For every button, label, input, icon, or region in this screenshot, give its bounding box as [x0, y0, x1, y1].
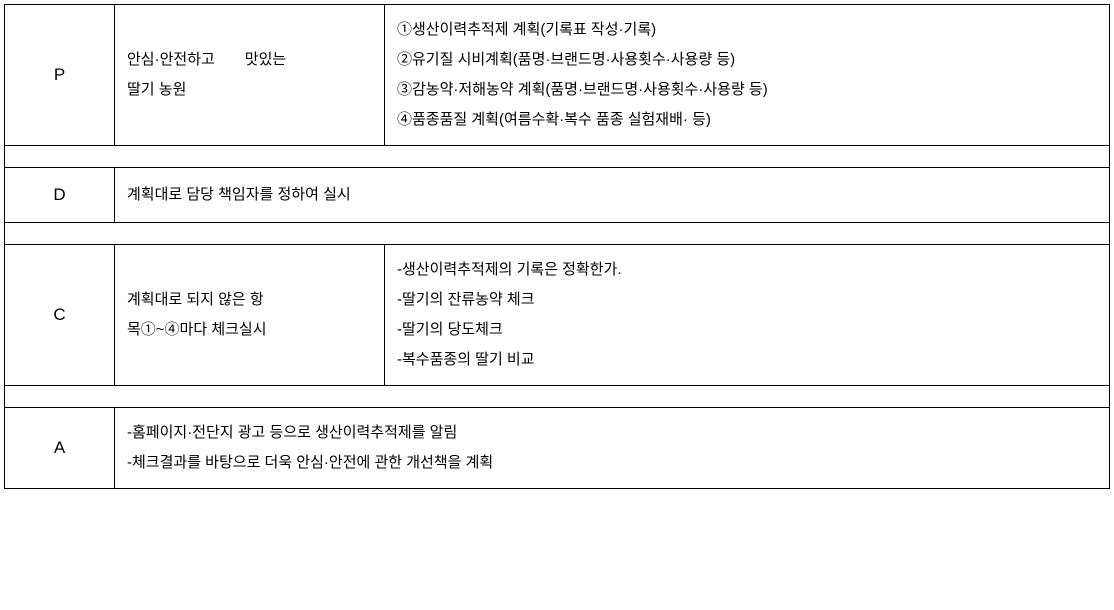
- c-right-line-2: -딸기의 당도체크: [397, 315, 1097, 345]
- cell-a-letter: A: [5, 408, 115, 489]
- p-right-line-2: ③감농약·저해농약 계획(품명·브랜드명·사용횟수·사용량 등): [397, 75, 1097, 105]
- cell-p-right: ①생산이력추적제 계획(기록표 작성·기록) ②유기질 시비계획(품명·브랜드명…: [385, 5, 1110, 146]
- c-mid-line-0: 계획대로 되지 않은 항: [127, 285, 372, 315]
- cell-d-wide: 계획대로 담당 책임자를 정하여 실시: [115, 168, 1110, 223]
- letter-a: A: [54, 438, 65, 457]
- cell-p-mid: 안심·안전하고 맛있는 딸기 농원: [115, 5, 385, 146]
- a-line-1: -체크결과를 바탕으로 더욱 안심·안전에 관한 개선책을 계획: [127, 448, 1097, 478]
- row-p: P 안심·안전하고 맛있는 딸기 농원 ①생산이력추적제 계획(기록표 작성·기…: [5, 5, 1110, 146]
- spacer-2: [5, 223, 1110, 245]
- p-right-line-1: ②유기질 시비계획(품명·브랜드명·사용횟수·사용량 등): [397, 45, 1097, 75]
- pdca-table: P 안심·안전하고 맛있는 딸기 농원 ①생산이력추적제 계획(기록표 작성·기…: [4, 4, 1110, 489]
- c-right-line-3: -복수품종의 딸기 비교: [397, 345, 1097, 375]
- letter-p: P: [54, 65, 65, 84]
- cell-a-wide: -홈페이지·전단지 광고 등으로 생산이력추적제를 알림 -체크결과를 바탕으로…: [115, 408, 1110, 489]
- p-right-line-3: ④품종품질 계획(여름수확·복수 품종 실험재배· 등): [397, 105, 1097, 135]
- letter-c: C: [53, 305, 65, 324]
- row-c: C 계획대로 되지 않은 항 목①~④마다 체크실시 -생산이력추적제의 기록은…: [5, 245, 1110, 386]
- row-a: A -홈페이지·전단지 광고 등으로 생산이력추적제를 알림 -체크결과를 바탕…: [5, 408, 1110, 489]
- p-mid-line-0: 안심·안전하고 맛있는: [127, 45, 372, 75]
- cell-d-letter: D: [5, 168, 115, 223]
- c-right-line-1: -딸기의 잔류농약 체크: [397, 285, 1097, 315]
- letter-d: D: [53, 185, 65, 204]
- cell-c-right: -생산이력추적제의 기록은 정확한가. -딸기의 잔류농약 체크 -딸기의 당도…: [385, 245, 1110, 386]
- a-line-0: -홈페이지·전단지 광고 등으로 생산이력추적제를 알림: [127, 418, 1097, 448]
- p-mid-line-1: 딸기 농원: [127, 75, 372, 105]
- spacer-1: [5, 146, 1110, 168]
- cell-c-letter: C: [5, 245, 115, 386]
- row-d: D 계획대로 담당 책임자를 정하여 실시: [5, 168, 1110, 223]
- spacer-cell-1: [5, 146, 1110, 168]
- cell-p-letter: P: [5, 5, 115, 146]
- d-text: 계획대로 담당 책임자를 정하여 실시: [127, 186, 351, 203]
- spacer-cell-2: [5, 223, 1110, 245]
- p-right-line-0: ①생산이력추적제 계획(기록표 작성·기록): [397, 15, 1097, 45]
- spacer-3: [5, 386, 1110, 408]
- c-mid-line-1: 목①~④마다 체크실시: [127, 315, 372, 345]
- c-right-line-0: -생산이력추적제의 기록은 정확한가.: [397, 255, 1097, 285]
- spacer-cell-3: [5, 386, 1110, 408]
- cell-c-mid: 계획대로 되지 않은 항 목①~④마다 체크실시: [115, 245, 385, 386]
